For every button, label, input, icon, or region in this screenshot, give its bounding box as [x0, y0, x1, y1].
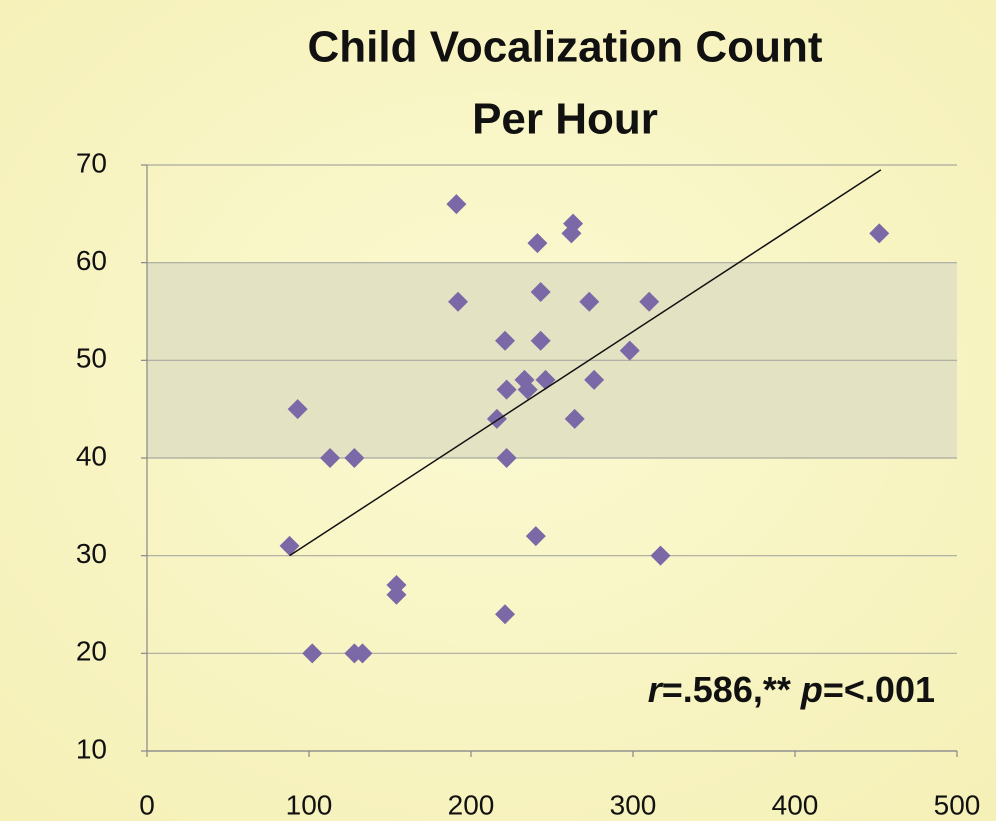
data-point [584, 369, 605, 390]
data-point [525, 526, 546, 547]
annotation-part: =.586,** [662, 669, 801, 710]
data-point [495, 604, 516, 625]
data-point [530, 330, 551, 351]
data-point [579, 291, 600, 312]
annotation-part: p [800, 669, 823, 710]
y-tick-label: 10 [76, 733, 107, 764]
x-tick-label: 200 [448, 789, 495, 820]
x-tick-label: 300 [610, 789, 657, 820]
plot-area: 10 20 30 40 50 60 70 0 100 200 300 400 500 [76, 147, 981, 820]
data-point [527, 233, 548, 254]
data-point [287, 399, 308, 420]
data-point [320, 448, 341, 468]
x-tick-label: 500 [934, 789, 981, 820]
data-point [344, 448, 365, 468]
data-point [495, 330, 516, 351]
annotation: r=.586,** p=<.001 [648, 669, 935, 710]
annotation-part: r [648, 669, 664, 710]
x-tick-label: 0 [139, 789, 155, 820]
y-tick-label: 40 [76, 440, 107, 471]
data-point [619, 340, 640, 361]
y-tick-label: 70 [76, 147, 107, 178]
data-point [496, 379, 517, 400]
y-tick-label: 50 [76, 343, 107, 374]
data-point [448, 291, 469, 312]
y-tick-label: 60 [76, 245, 107, 276]
data-point [517, 379, 538, 400]
y-tick-label: 20 [76, 636, 107, 667]
data-point [302, 643, 323, 664]
x-tick-label: 400 [772, 789, 819, 820]
chart-title: Per Hour [472, 95, 658, 144]
data-point [279, 535, 300, 556]
data-point [561, 223, 582, 244]
data-point [446, 194, 467, 215]
data-point [564, 408, 585, 429]
data-point [650, 545, 671, 566]
data-point [639, 291, 660, 312]
x-tick-label: 100 [286, 789, 333, 820]
data-point [352, 643, 373, 664]
y-tick-label: 30 [76, 538, 107, 569]
annotation-part: =<.001 [823, 669, 935, 710]
data-point [530, 281, 551, 302]
chart-title: Child Vocalization Count [308, 23, 823, 72]
data-point [496, 448, 517, 468]
data-point [386, 584, 407, 605]
trend-line [289, 169, 882, 557]
data-point [869, 223, 890, 244]
